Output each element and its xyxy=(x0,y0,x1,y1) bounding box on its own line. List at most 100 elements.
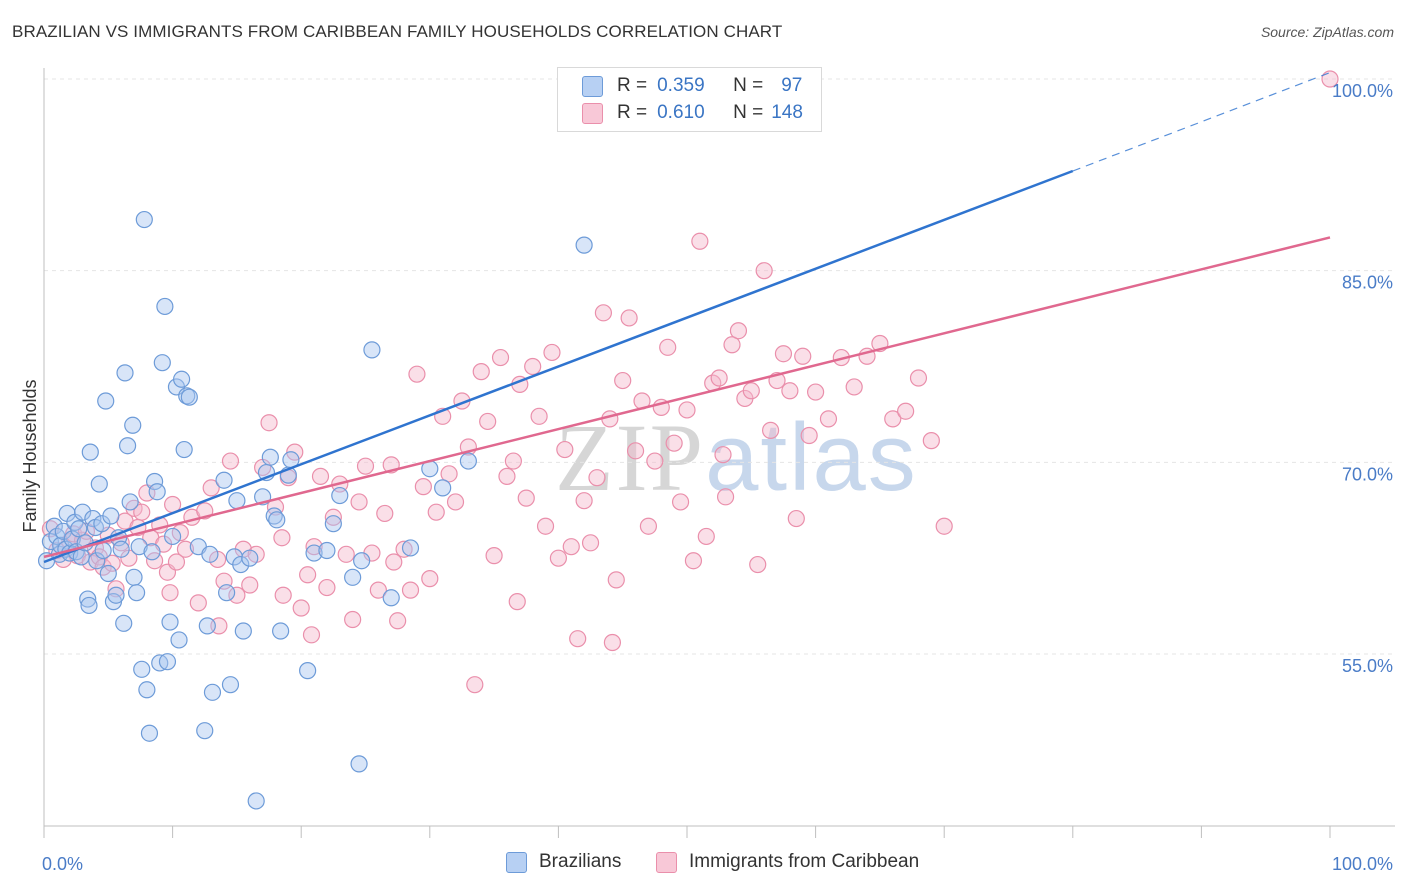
data-point-brazilians xyxy=(299,662,317,680)
data-point-caribbean xyxy=(241,576,259,594)
chart-title: BRAZILIAN VS IMMIGRANTS FROM CARIBBEAN F… xyxy=(12,22,783,41)
data-point-caribbean xyxy=(440,465,458,483)
data-point-caribbean xyxy=(302,626,321,644)
data-point-brazilians xyxy=(272,622,290,640)
data-point-caribbean xyxy=(167,553,186,571)
legend-swatch-pink xyxy=(582,102,603,124)
data-point-caribbean xyxy=(466,676,484,694)
data-point-caribbean xyxy=(376,504,394,523)
data-point-caribbean xyxy=(594,304,613,322)
data-point-caribbean xyxy=(508,593,526,611)
data-point-brazilians xyxy=(305,544,323,562)
data-point-caribbean xyxy=(620,309,638,327)
data-point-brazilians xyxy=(124,416,142,434)
data-point-caribbean xyxy=(107,580,125,598)
y-tick-label: 70.0% xyxy=(1342,464,1393,484)
data-point-caribbean xyxy=(324,508,342,526)
data-point-caribbean xyxy=(897,402,915,420)
data-point-brazilians xyxy=(161,613,179,631)
data-point-caribbean xyxy=(472,363,490,381)
data-point-caribbean xyxy=(671,493,690,511)
data-point-brazilians xyxy=(79,590,97,608)
data-point-brazilians xyxy=(88,552,106,570)
legend-n-value: 148 xyxy=(771,102,803,123)
data-point-brazilians xyxy=(261,448,279,466)
data-point-caribbean xyxy=(299,566,317,584)
data-point-brazilians xyxy=(350,755,368,773)
data-point-caribbean xyxy=(530,407,548,425)
data-point-brazilians xyxy=(121,493,139,511)
watermark-atlas: atlas xyxy=(705,404,918,511)
data-point-brazilians xyxy=(173,370,191,388)
data-point-caribbean xyxy=(401,581,420,599)
data-point-brazilians xyxy=(247,792,265,810)
data-point-brazilians xyxy=(130,538,148,556)
legend-r-label: R = xyxy=(617,75,648,96)
data-point-caribbean xyxy=(569,630,587,648)
data-point-brazilians xyxy=(331,486,349,505)
data-point-caribbean xyxy=(749,555,767,574)
data-point-brazilians xyxy=(158,653,177,671)
data-point-caribbean xyxy=(549,549,568,567)
trend-lines xyxy=(43,72,1331,564)
data-point-caribbean xyxy=(575,492,593,510)
data-point-caribbean xyxy=(714,446,732,464)
data-point-caribbean xyxy=(603,633,622,652)
trend-line-brazilians xyxy=(43,169,1074,564)
data-point-caribbean xyxy=(344,610,362,629)
data-point-brazilians xyxy=(143,543,161,561)
series-caribbean-points xyxy=(41,70,1339,694)
data-point-caribbean xyxy=(800,426,818,445)
data-point-caribbean xyxy=(935,517,953,535)
data-point-caribbean xyxy=(556,440,574,459)
data-point-brazilians xyxy=(215,471,233,489)
legend-r-label: R = xyxy=(617,102,648,123)
data-point-brazilians xyxy=(344,568,362,586)
data-point-caribbean xyxy=(806,383,825,401)
data-point-brazilians xyxy=(116,364,134,382)
data-point-brazilians xyxy=(363,341,381,359)
data-point-brazilians xyxy=(45,517,63,535)
data-point-caribbean xyxy=(337,545,355,563)
legend-n-label: N = xyxy=(733,102,764,123)
stats-legend: R = 0.359 N = 97 R = 0.610 N = 148 xyxy=(557,67,822,132)
data-point-brazilians xyxy=(575,236,593,254)
data-point-caribbean xyxy=(350,493,368,511)
data-point-brazilians xyxy=(138,681,156,699)
data-point-brazilians xyxy=(115,614,133,632)
trend-line-brazilians-extension xyxy=(1072,72,1331,172)
data-point-caribbean xyxy=(356,457,375,475)
data-point-caribbean xyxy=(710,369,728,387)
axes xyxy=(43,68,1395,838)
data-point-brazilians xyxy=(221,676,240,694)
data-point-brazilians xyxy=(148,483,166,501)
data-point-caribbean xyxy=(408,365,426,383)
data-point-brazilians xyxy=(401,539,420,557)
data-point-caribbean xyxy=(389,612,407,630)
data-point-caribbean xyxy=(774,345,793,363)
data-point-brazilians xyxy=(135,210,153,229)
data-point-caribbean xyxy=(723,336,741,354)
data-point-brazilians xyxy=(203,683,222,701)
data-point-brazilians xyxy=(218,584,236,602)
y-tick-label: 100.0% xyxy=(1332,81,1393,101)
data-point-caribbean xyxy=(755,262,773,280)
legend-swatch-pink xyxy=(656,851,677,873)
data-point-brazilians xyxy=(170,631,188,649)
data-point-caribbean xyxy=(581,534,600,552)
watermark: ZIPatlas xyxy=(555,402,918,513)
data-point-brazilians xyxy=(127,584,146,602)
legend-n-label: N = xyxy=(733,75,764,96)
data-point-brazilians xyxy=(133,660,151,678)
legend-r-value: 0.610 xyxy=(657,102,705,123)
legend-label-brazilians: Brazilians xyxy=(539,851,622,872)
data-point-brazilians xyxy=(80,596,98,615)
data-point-caribbean xyxy=(646,452,664,470)
data-point-brazilians xyxy=(175,440,193,459)
data-point-caribbean xyxy=(189,594,207,612)
data-point-caribbean xyxy=(274,586,292,604)
data-point-caribbean xyxy=(659,338,677,356)
data-point-brazilians xyxy=(70,520,88,538)
tick-labels: 100.0% 85.0% 70.0% 55.0% 0.0% 100.0% xyxy=(42,81,1393,874)
legend-swatch-blue xyxy=(582,75,603,97)
